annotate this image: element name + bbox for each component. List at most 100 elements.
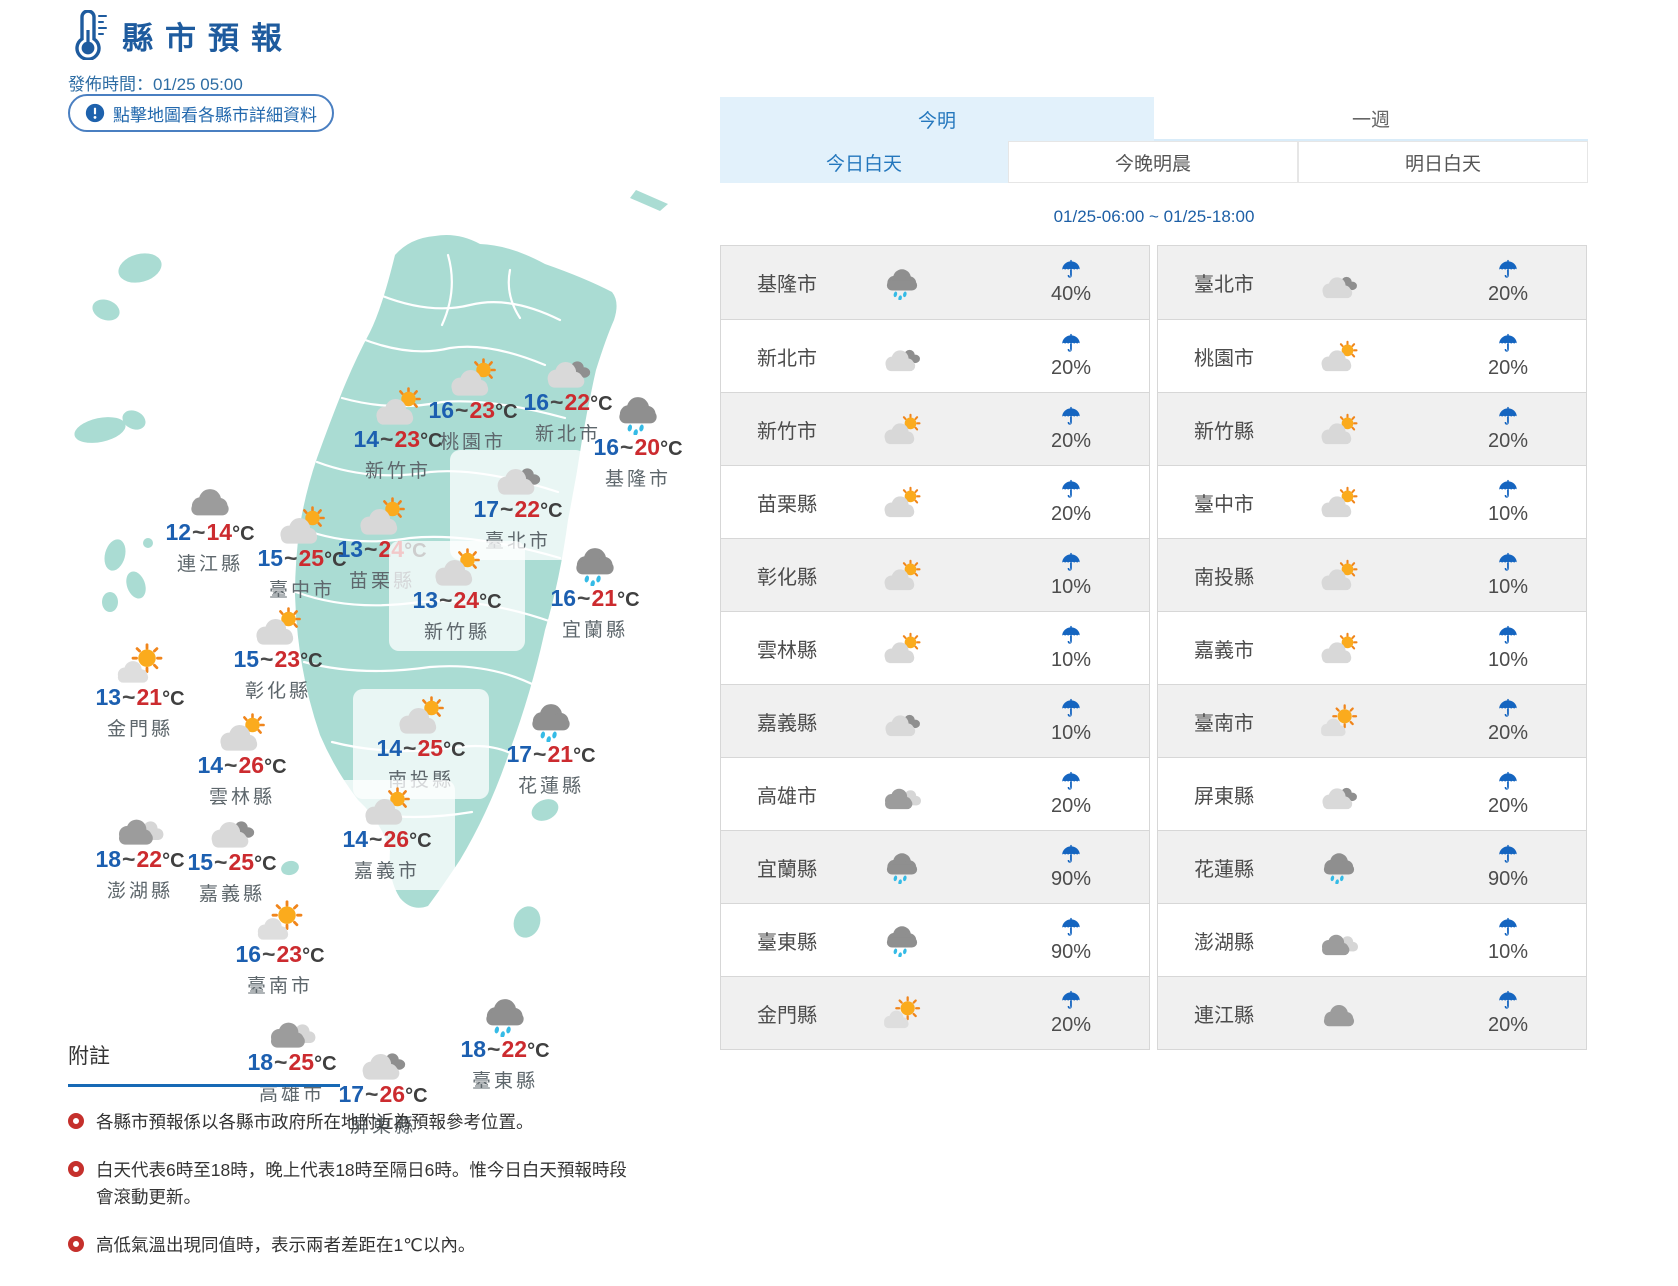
map-label-lienchiang[interactable]: 12~14°C 連江縣 [142,478,278,576]
rain-probability: 10% [1041,625,1101,672]
map-label-kinmen[interactable]: 13~21°C 金門縣 [72,643,208,741]
county-name: 臺東縣 [757,931,817,954]
rain-probability: 20% [1478,406,1538,453]
forecast-cell: 新竹縣 20% [1158,392,1586,465]
county-name: 澎湖縣 [106,881,173,903]
rain-probability: 90% [1041,844,1101,891]
map-label-hsinchu-city[interactable]: 14~23°C 新竹市 [330,385,466,483]
forecast-cell: 嘉義縣 10% [721,684,1149,757]
umbrella-icon [1496,625,1520,647]
temp-range: 16~22°C [523,389,613,415]
bullet-icon [68,1113,84,1129]
subtab-tonight[interactable]: 今晚明晨 [1008,141,1298,183]
forecast-cell: 嘉義市 10% [1158,611,1586,684]
tab-week[interactable]: 一週 [1154,97,1588,141]
weather-icon [1316,558,1362,592]
temp-range: 16~20°C [593,434,683,460]
forecast-cell: 臺中市 10% [1158,465,1586,538]
notes-heading: 附註 [68,1045,110,1068]
subtab-tomorrow-day[interactable]: 明日白天 [1298,141,1588,183]
map-label-kaohsiung[interactable]: 18~25°C 高雄市 [224,1008,360,1106]
tab-today-tomorrow[interactable]: 今明 [720,97,1154,141]
umbrella-icon [1059,333,1083,355]
publish-time: 發佈時間：01/25 05:00 [68,75,243,94]
note-item: 白天代表6時至18時，晚上代表18時至隔日6時。惟今日白天預報時段會滾動更新。 [68,1157,638,1211]
map-detail-hint-button[interactable]: 點擊地圖看各縣市詳細資料 [68,94,334,132]
map-label-hsinchu-county[interactable]: 13~24°C 新竹縣 [389,541,525,652]
temp-range: 14~23°C [353,426,443,452]
rain-probability: 20% [1478,333,1538,380]
county-name: 臺中市 [1194,493,1254,516]
forecast-cell: 臺北市 20% [1158,246,1586,319]
subtab-today-day[interactable]: 今日白天 [720,141,1008,183]
temp-range: 16~23°C [235,941,325,967]
map-label-keelung[interactable]: 16~20°C 基隆市 [570,393,706,491]
weather-icon [879,558,925,592]
forecast-period: 01/25-06:00 ~ 01/25-18:00 [1053,207,1255,226]
weather-icon [879,923,925,957]
forecast-panel: 今明 一週 今日白天 今晚明晨 明日白天 01/25-06:00 ~ 01/25… [720,97,1588,1050]
forecast-cell: 屏東縣 20% [1158,757,1586,830]
rain-probability: 20% [1478,771,1538,818]
map-label-taitung[interactable]: 18~22°C 臺東縣 [437,995,573,1093]
map-label-hualien[interactable]: 17~21°C 花蓮縣 [483,700,619,798]
map-detail-hint-label: 點擊地圖看各縣市詳細資料 [113,105,317,125]
forecast-cell: 連江縣 20% [1158,976,1586,1049]
county-name: 新竹市 [364,461,431,483]
temp-range: 16~23°C [428,397,518,423]
county-name: 屏東縣 [349,1116,416,1138]
weather-icon [879,631,925,665]
county-name: 花蓮縣 [1194,858,1254,881]
rain-probability: 10% [1478,917,1538,964]
forecast-cell: 桃園市 20% [1158,319,1586,392]
map-label-taichung[interactable]: 15~25°C 臺中市 [234,504,370,602]
forecast-cell: 宜蘭縣 90% [721,830,1149,903]
map-label-new-taipei[interactable]: 16~22°C 新北市 [500,348,636,446]
umbrella-icon [1059,259,1083,281]
county-name: 連江縣 [1194,1004,1254,1027]
map-label-yilan[interactable]: 16~21°C 宜蘭縣 [527,544,663,642]
map-label-taoyuan[interactable]: 16~23°C 桃園市 [405,356,541,454]
map-label-chiayi-county[interactable]: 15~25°C 嘉義縣 [164,808,300,906]
county-name: 金門縣 [106,719,173,741]
county-name: 嘉義縣 [757,712,817,735]
county-name: 連江縣 [176,554,243,576]
temp-range: 13~24°C [412,587,502,613]
map-label-pingtung[interactable]: 17~26°C 屏東縣 [315,1040,451,1138]
weather-icon [879,777,925,811]
map-label-chiayi-city[interactable]: 14~26°C 嘉義市 [319,780,455,891]
weather-icon [1316,631,1362,665]
taiwan-map[interactable]: 12~14°C 連江縣 14~23°C 新竹市 16~23°C 桃園市 16~2… [40,160,690,1137]
temp-range: 15~25°C [257,545,347,571]
county-name: 澎湖縣 [1194,931,1254,954]
county-name: 嘉義市 [353,861,420,883]
rain-probability: 20% [1041,406,1101,453]
temp-range: 14~26°C [197,752,287,778]
county-name: 臺南市 [246,976,313,998]
map-label-penghu[interactable]: 18~22°C 澎湖縣 [72,805,208,903]
temp-range: 18~25°C [247,1049,337,1075]
umbrella-icon [1059,406,1083,428]
forecast-column-right: 臺北市 20% 桃園市 20% 新竹縣 [1157,245,1587,1050]
county-name: 新竹縣 [1194,420,1254,443]
rain-probability: 10% [1478,479,1538,526]
map-label-changhua[interactable]: 15~23°C 彰化縣 [210,605,346,703]
bullet-icon [68,1236,84,1253]
map-label-yunlin[interactable]: 14~26°C 雲林縣 [174,711,310,809]
umbrella-icon [1059,479,1083,501]
forecast-column-left: 基隆市 40% 新北市 20% 新竹市 [720,245,1150,1050]
forecast-table: 基隆市 40% 新北市 20% 新竹市 [720,245,1588,1050]
forecast-cell: 基隆市 40% [721,246,1149,319]
temp-range: 15~25°C [187,849,277,875]
thermometer-icon [75,10,107,60]
weather-icon [476,995,534,1037]
rain-probability: 10% [1478,552,1538,599]
umbrella-icon [1496,406,1520,428]
weather-icon [609,393,667,435]
umbrella-icon [1496,917,1520,939]
rain-probability: 90% [1478,844,1538,891]
weather-icon [1316,850,1362,884]
forecast-cell: 雲林縣 10% [721,611,1149,684]
temp-range: 13~21°C [95,684,185,710]
map-label-tainan[interactable]: 16~23°C 臺南市 [212,900,348,998]
